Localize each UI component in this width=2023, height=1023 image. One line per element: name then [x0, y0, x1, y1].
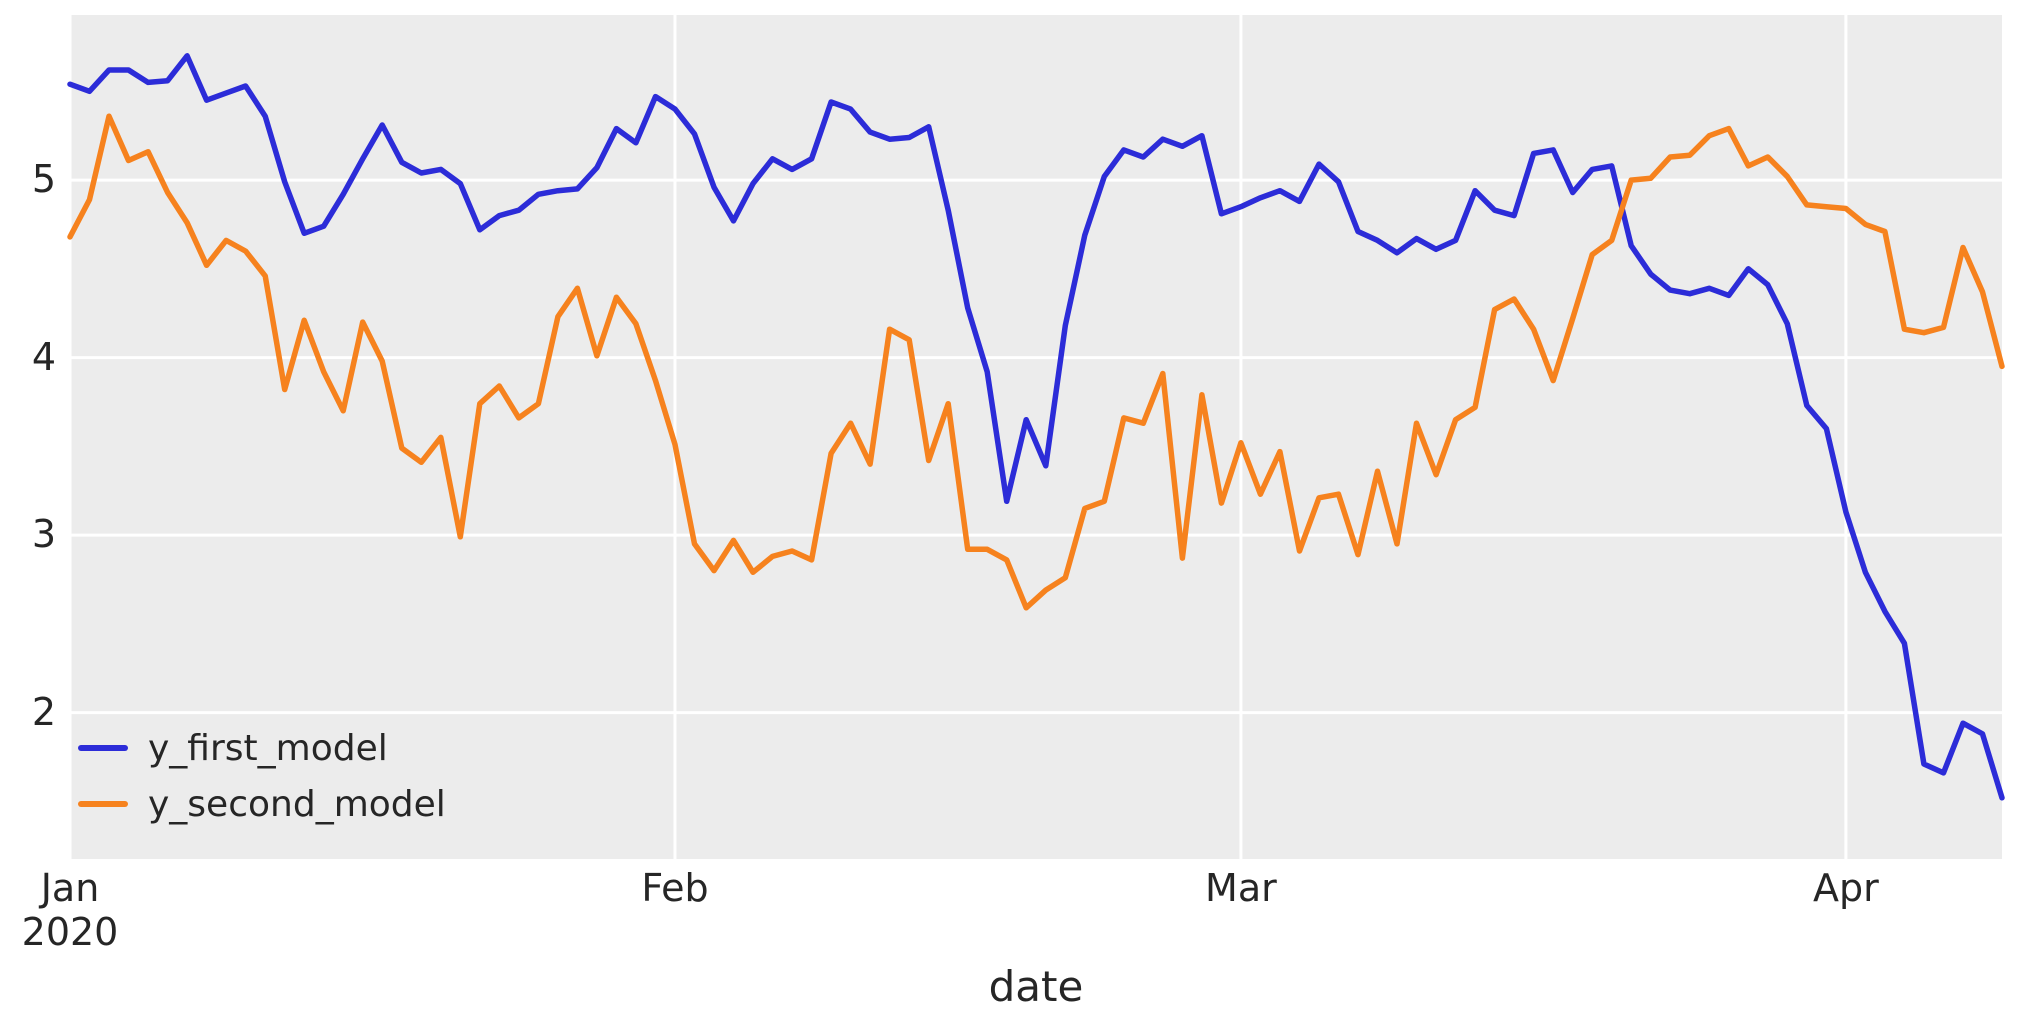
series-line-y_second_model — [67, 113, 2005, 611]
legend-label: y_second_model — [148, 783, 446, 825]
x-tick-label: Apr — [1813, 866, 1879, 910]
x-tick-label: Jan 2020 — [21, 866, 119, 954]
y-tick-label: 5 — [31, 157, 56, 202]
y-tick-label: 4 — [31, 334, 56, 379]
legend-line-icon — [78, 801, 128, 807]
x-axis-title: date — [988, 962, 1084, 1011]
x-tick-label: Mar — [1205, 866, 1277, 910]
series-line-y_first_model — [67, 53, 2005, 801]
legend-label: y_first_model — [148, 727, 388, 769]
y-tick-label: 3 — [31, 512, 56, 557]
x-tick-label: Feb — [641, 866, 709, 910]
legend: y_first_model y_second_model — [78, 720, 446, 832]
x-tick-sublabel: 2020 — [21, 909, 119, 954]
legend-line-icon — [78, 745, 128, 751]
legend-entry: y_first_model — [78, 720, 446, 776]
y-tick-label: 2 — [31, 689, 56, 734]
legend-entry: y_second_model — [78, 776, 446, 832]
